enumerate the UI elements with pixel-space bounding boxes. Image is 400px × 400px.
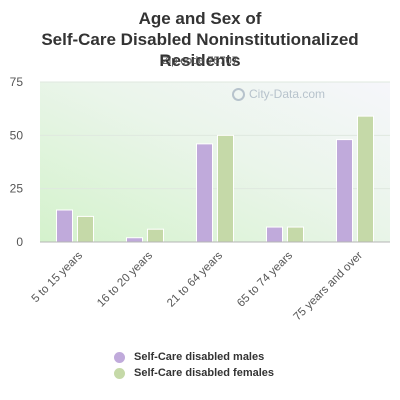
plot-background [40, 82, 390, 242]
legend-swatch-males [114, 351, 125, 363]
y-tick-label: 75 [10, 75, 24, 89]
x-tick-label: 16 to 20 years [95, 249, 155, 309]
legend: Self-Care disabled males Self-Care disab… [114, 349, 274, 381]
watermark: City-Data.com [232, 87, 325, 101]
bar-males[interactable] [56, 209, 73, 243]
bar-females[interactable] [77, 215, 94, 243]
legend-label-females: Self-Care disabled females [134, 367, 275, 379]
watermark-text: City-Data.com [249, 87, 326, 101]
x-tick-label: 5 to 15 years [30, 249, 86, 305]
bar-males[interactable] [266, 226, 283, 243]
x-tick-label: 65 to 74 years [235, 249, 295, 309]
y-tick-label: 50 [10, 128, 24, 142]
legend-label-males: Self-Care disabled males [134, 351, 265, 363]
legend-swatch-females [114, 367, 125, 379]
chart-title: Age and Sex of Self-Care Disabled Noninst… [41, 9, 359, 70]
chart-subtitle: Zip code 75707 [162, 55, 238, 67]
bar-females[interactable] [217, 134, 234, 243]
search-icon [232, 87, 245, 101]
x-tick-label: 75 years and over [292, 250, 366, 324]
bar-females[interactable] [287, 226, 304, 243]
legend-item-males: Self-Care disabled males [114, 349, 274, 365]
y-tick-label: 25 [10, 182, 24, 196]
x-tick-label: 21 to 64 years [165, 249, 225, 309]
bar-males[interactable] [336, 139, 353, 243]
bar-males[interactable] [126, 237, 143, 243]
bar-males[interactable] [196, 143, 213, 243]
bar-females[interactable] [147, 228, 164, 243]
y-tick-label: 0 [16, 235, 23, 249]
legend-item-females: Self-Care disabled females [114, 365, 274, 381]
bar-females[interactable] [357, 115, 374, 243]
